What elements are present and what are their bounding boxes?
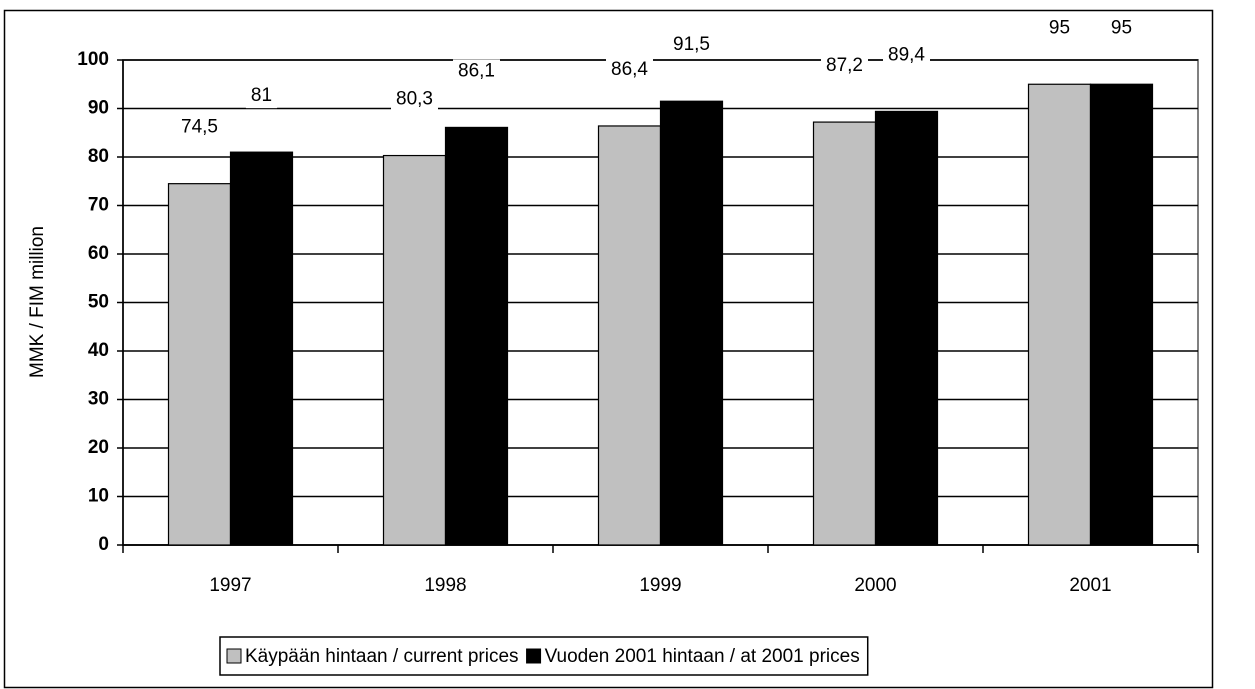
value-label: 86,4 (611, 59, 648, 80)
y-tick-label: 20 (88, 437, 109, 458)
x-tick-label: 1999 (639, 575, 681, 596)
y-tick-label: 50 (88, 292, 109, 313)
value-label: 86,1 (458, 60, 495, 81)
value-label: 89,4 (888, 44, 925, 65)
value-label-bg (1105, 16, 1138, 41)
x-tick-label: 1998 (424, 575, 466, 596)
x-tick-label: 1997 (209, 575, 251, 596)
y-tick-label: 100 (77, 49, 109, 70)
bar (382, 154, 447, 546)
bar (1089, 83, 1154, 546)
legend-label: Käypään hintaan / current prices (245, 646, 519, 667)
y-tick-label: 40 (88, 340, 109, 361)
value-label-bg (245, 84, 278, 109)
y-tick-label: 70 (88, 195, 109, 216)
legend-swatch (526, 648, 542, 664)
legend-swatch (226, 648, 242, 664)
legend (219, 636, 869, 676)
y-axis-label: MMK / FIM million (27, 226, 48, 378)
value-label-bg (1043, 16, 1076, 41)
value-label: 81 (251, 85, 272, 106)
value-label: 74,5 (181, 117, 218, 138)
bar (167, 183, 232, 546)
value-label: 95 (1111, 17, 1132, 38)
value-label: 80,3 (396, 89, 433, 110)
value-label: 91,5 (673, 34, 710, 55)
x-tick-label: 2001 (1069, 575, 1111, 596)
value-label: 95 (1049, 17, 1070, 38)
value-label-bg (176, 115, 223, 140)
y-tick-label: 30 (88, 389, 109, 410)
x-tick-label: 2000 (854, 575, 896, 596)
value-label-bg (668, 33, 715, 58)
bar (659, 100, 724, 546)
y-tick-label: 60 (88, 243, 109, 264)
y-tick-label: 90 (88, 98, 109, 119)
value-label-bg (453, 59, 500, 84)
bar (874, 110, 939, 546)
y-tick-label: 80 (88, 146, 109, 167)
value-label-bg (883, 43, 930, 68)
value-label-bg (821, 54, 868, 79)
y-tick-label: 10 (88, 486, 109, 507)
y-tick-label: 0 (98, 534, 109, 555)
value-label-bg (391, 87, 438, 112)
value-label-bg (606, 57, 653, 82)
bar (597, 125, 662, 546)
value-label: 87,2 (826, 55, 863, 76)
bar (1027, 83, 1092, 546)
legend-label: Vuoden 2001 hintaan / at 2001 prices (545, 646, 860, 667)
bar (812, 121, 877, 546)
bar (229, 151, 294, 546)
bar (444, 126, 509, 546)
